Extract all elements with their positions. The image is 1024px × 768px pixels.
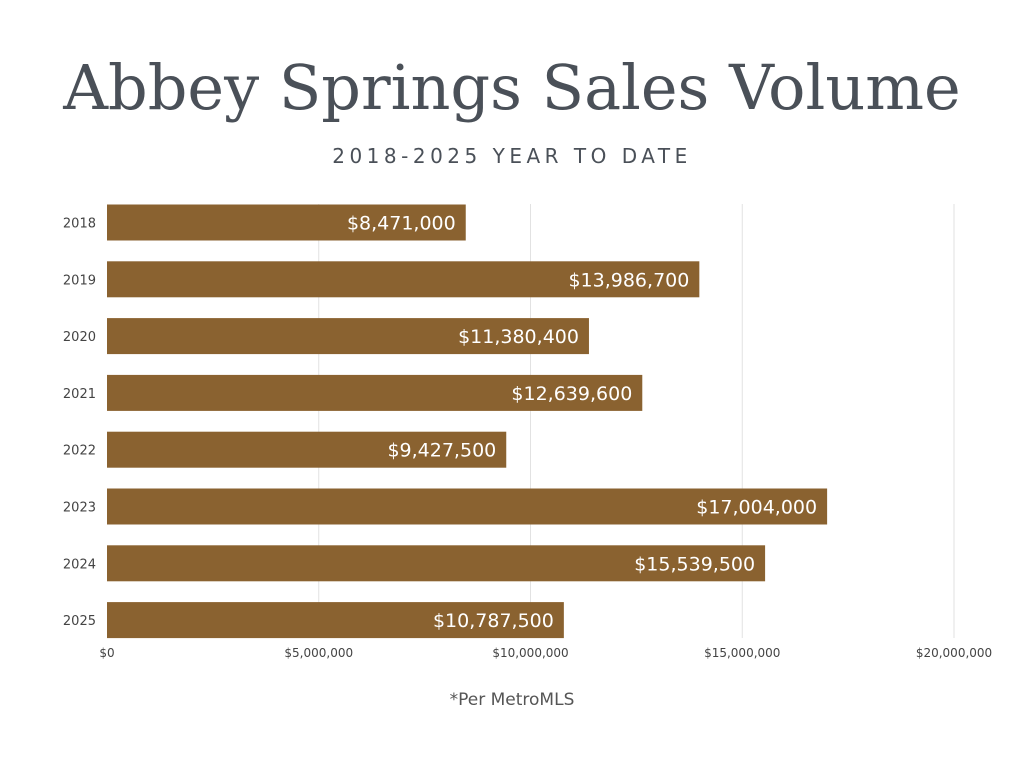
x-tick-label: $0: [99, 646, 114, 660]
bar: [107, 374, 643, 411]
x-tick-label: $15,000,000: [704, 646, 780, 660]
bar-value-label: $12,639,600: [511, 383, 632, 405]
y-tick-label: 2020: [63, 330, 96, 345]
bar: [107, 431, 507, 468]
bar-value-label: $11,380,400: [458, 326, 579, 348]
x-tick-label: $10,000,000: [492, 646, 568, 660]
bar: [107, 318, 589, 355]
chart-title: Abbey Springs Sales Volume: [63, 51, 961, 124]
bar-value-label: $9,427,500: [387, 440, 496, 462]
bar-value-label: $15,539,500: [634, 553, 755, 575]
y-tick-label: 2022: [63, 444, 96, 459]
bar-value-label: $17,004,000: [696, 497, 817, 519]
bar: [107, 488, 828, 525]
x-axis-labels: $0 $5,000,000 $10,000,000 $15,000,000 $20,00…: [99, 646, 992, 660]
chart-subtitle: 2018-2025 YEAR TO DATE: [332, 144, 692, 168]
y-tick-label: 2019: [63, 273, 96, 288]
bar: [107, 261, 700, 298]
bar: [107, 545, 766, 582]
bar-value-label: $8,471,000: [347, 213, 456, 235]
bar-value-label: $10,787,500: [433, 610, 554, 632]
y-axis-labels: 2018 2019 2020 2021 2022 2023 2024 2025: [63, 217, 96, 630]
x-tick-label: $5,000,000: [284, 646, 353, 660]
bar-value-labels: $8,471,000 $13,986,700 $11,380,400 $12,639,…: [347, 213, 817, 633]
footnote: *Per MetroMLS: [449, 690, 575, 710]
bar: [107, 602, 564, 639]
y-tick-label: 2023: [63, 501, 96, 516]
bar: [107, 204, 466, 241]
y-tick-label: 2024: [63, 557, 96, 572]
y-tick-label: 2018: [63, 217, 96, 232]
y-tick-label: 2025: [63, 614, 96, 629]
y-tick-label: 2021: [63, 387, 96, 402]
bar-value-label: $13,986,700: [568, 269, 689, 291]
x-tick-label: $20,000,000: [916, 646, 992, 660]
bars: [107, 204, 828, 639]
